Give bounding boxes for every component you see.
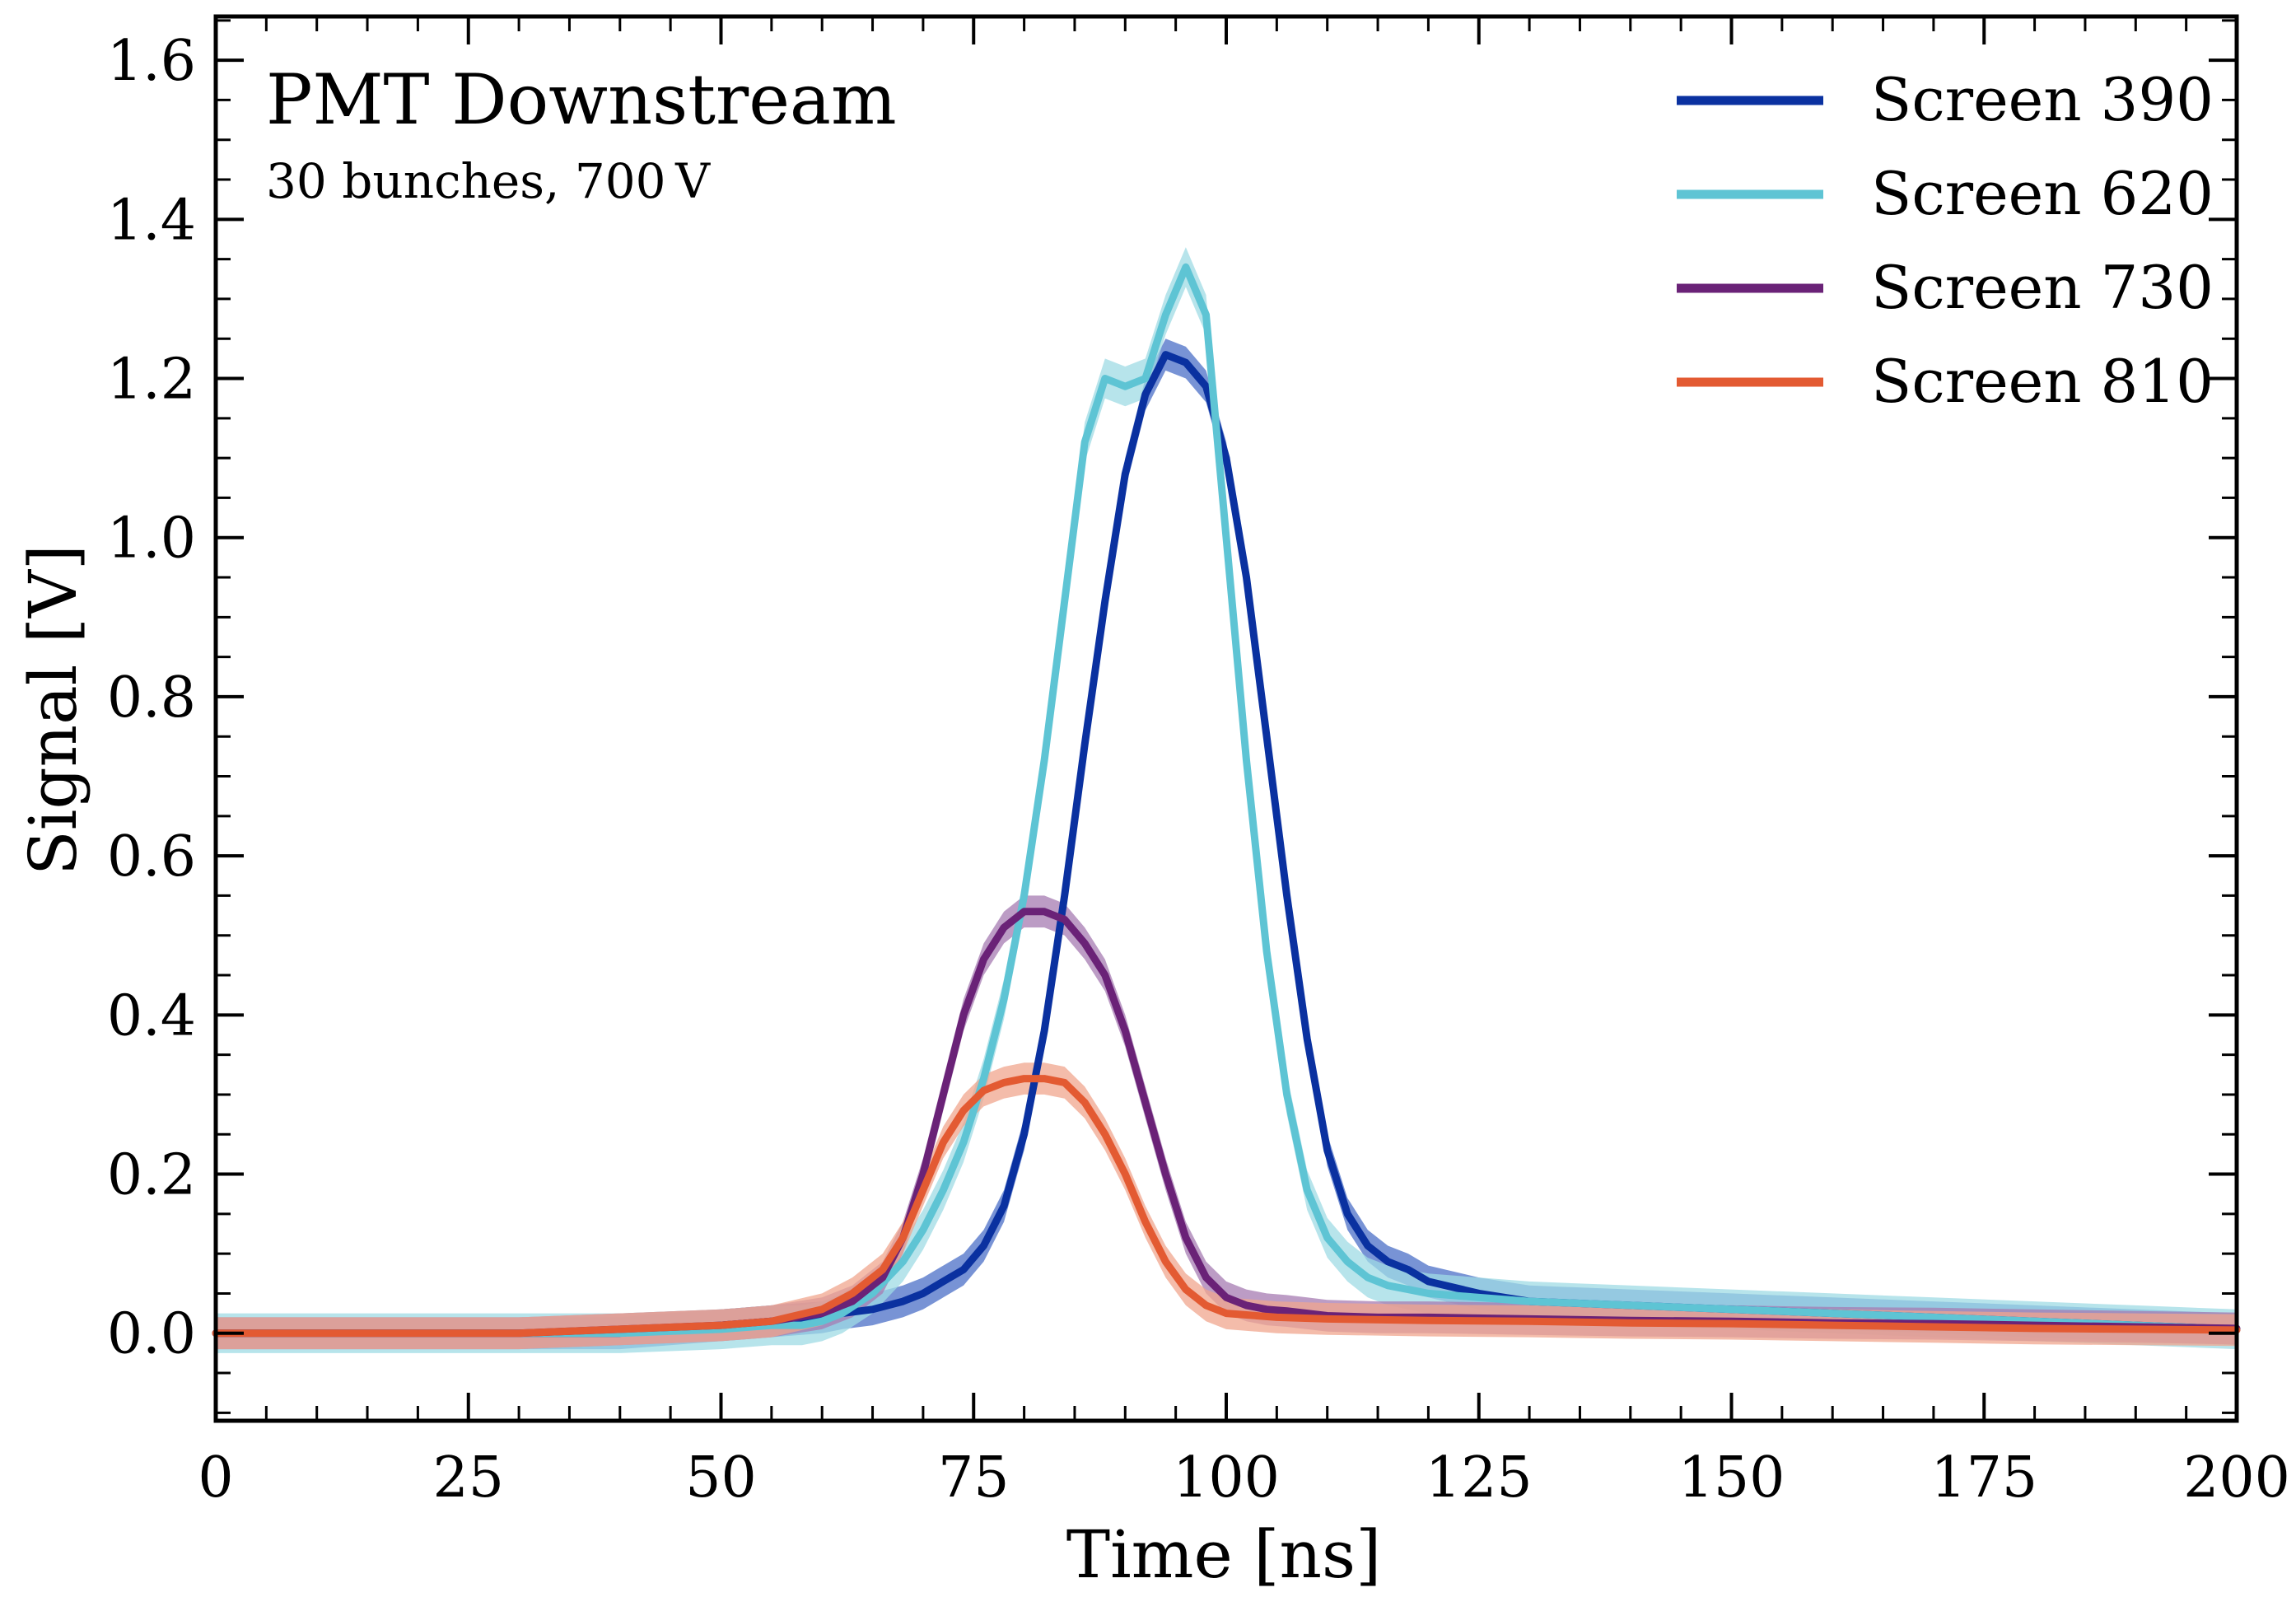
legend-label: Screen 620 (1871, 159, 2214, 228)
x-tick-label: 150 (1678, 1445, 1785, 1511)
y-tick-label: 0.2 (107, 1143, 196, 1208)
x-tick-label: 175 (1930, 1445, 2037, 1511)
error-band-screen-730 (216, 895, 2237, 1350)
legend-entry-screen-730: Screen 730 (1677, 253, 2214, 322)
series-line-screen-730 (212, 908, 2241, 1338)
chart-subtitle: 30 bunches, 700 V (266, 153, 711, 209)
x-tick-label: 50 (685, 1445, 757, 1511)
error-band-screen-390 (216, 339, 2237, 1350)
x-tick-label: 25 (432, 1445, 504, 1511)
legend-label: Screen 390 (1871, 65, 2214, 134)
legend-label: Screen 810 (1871, 347, 2214, 416)
series-line-screen-620 (212, 263, 2241, 1338)
y-tick-label: 0.4 (107, 983, 196, 1048)
x-tick-label: 0 (198, 1445, 233, 1511)
chart-title: PMT Downstream (266, 59, 897, 140)
x-tick-label: 125 (1426, 1445, 1533, 1511)
lines-layer (212, 263, 2241, 1338)
x-tick-label: 200 (2183, 1445, 2290, 1511)
y-tick-label: 1.0 (107, 507, 196, 572)
y-tick-label: 0.8 (107, 665, 196, 731)
y-axis-label: Signal [V] (15, 544, 91, 876)
series-line-screen-810 (212, 1075, 2241, 1338)
y-tick-label: 1.4 (107, 188, 196, 253)
legend: Screen 390 Screen 620 Screen 730 Screen 810 (1677, 65, 2214, 416)
x-tick-label: 75 (938, 1445, 1010, 1511)
y-tick-label: 1.2 (107, 348, 196, 413)
x-tick-label: 100 (1173, 1445, 1280, 1511)
y-tick-label: 0.6 (107, 824, 196, 890)
legend-label: Screen 730 (1871, 253, 2214, 322)
tick-labels-layer: 0 25 50 75 100 125 150 175 200 0.0 0.2 0.4 0.6 0.8 1.0… (107, 29, 2290, 1511)
legend-entry-screen-390: Screen 390 (1677, 65, 2214, 134)
legend-entry-screen-620: Screen 620 (1677, 159, 2214, 228)
y-tick-label: 0.0 (107, 1302, 196, 1367)
x-axis-label: Time [ns] (1066, 1516, 1382, 1593)
legend-entry-screen-810: Screen 810 (1677, 347, 2214, 416)
plot-frame (213, 14, 2239, 1423)
ticks-layer (214, 16, 2238, 1421)
y-tick-label: 1.6 (107, 29, 196, 94)
